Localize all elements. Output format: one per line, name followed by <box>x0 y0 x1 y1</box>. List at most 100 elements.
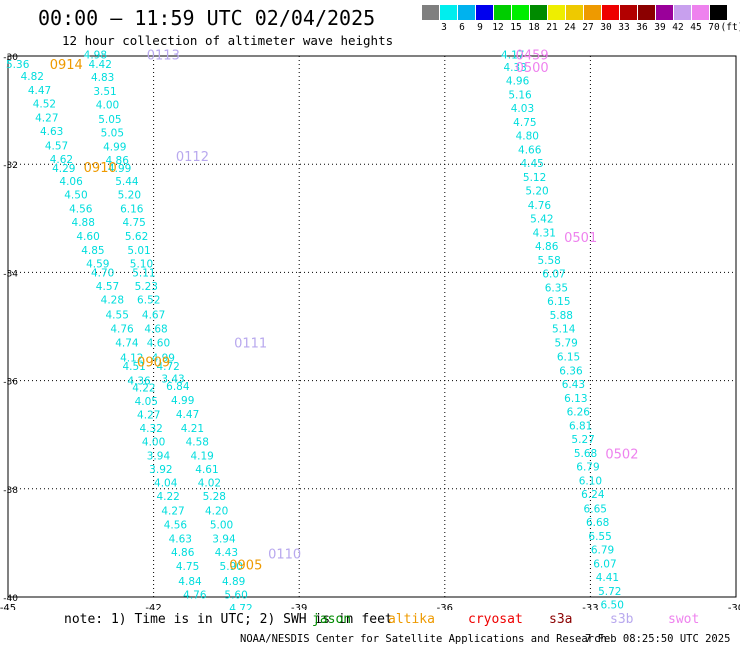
wave-height-value: 4.67 <box>142 310 165 322</box>
wave-height-value: 5.12 <box>523 172 546 184</box>
wave-height-value: 4.72 <box>229 603 252 610</box>
wave-height-value: 6.16 <box>120 204 144 216</box>
pass-time-label: 0111 <box>234 337 267 352</box>
wave-height-value: 4.27 <box>35 113 58 125</box>
colorbar-label: 18 <box>528 22 540 33</box>
wave-height-value: 4.96 <box>506 75 530 87</box>
wave-height-value: 3.43 <box>161 373 184 385</box>
wave-height-value: 5.44 <box>115 176 139 188</box>
wave-height-value: 4.51 <box>122 361 145 373</box>
wave-height-value: 6.43 <box>562 379 585 391</box>
wave-height-value: 4.86 <box>106 155 130 167</box>
wave-height-value: 5.11 <box>132 267 155 279</box>
wave-height-value: 4.55 <box>106 310 129 322</box>
wave-height-value: 4.63 <box>169 534 192 546</box>
pass-time-label: 0500 <box>516 61 549 76</box>
map-frame <box>7 55 737 598</box>
pass-time-label: 0914 <box>50 58 83 73</box>
wave-height-value: 4.75 <box>122 217 145 229</box>
wave-height-value: 4.56 <box>164 520 188 532</box>
colorbar-swatch <box>440 5 458 20</box>
pass-time-label: 0910 <box>84 161 117 176</box>
colorbar-swatch <box>584 5 602 20</box>
longitude-tick-label: -36 <box>437 603 453 610</box>
wave-height-value: 6.35 <box>545 283 568 295</box>
wave-height-value: 5.05 <box>98 114 121 126</box>
wave-height-value: 4.28 <box>101 294 124 306</box>
wave-height-value: 4.61 <box>195 464 218 476</box>
wave-height-value: 5.16 <box>508 89 532 101</box>
wave-height-value: 4.52 <box>33 99 56 111</box>
wave-height-value: 4.56 <box>69 204 93 216</box>
longitude-tick-label: -30 <box>728 603 740 610</box>
colorbar-swatch <box>530 5 548 20</box>
wave-height-value: 6.68 <box>586 517 609 529</box>
wave-height-value: 4.43 <box>215 547 238 559</box>
colorbar-swatch <box>620 5 638 20</box>
wave-height-value: 4.45 <box>520 158 543 170</box>
wave-height-value: 4.57 <box>96 281 119 293</box>
wave-height-value: 5.60 <box>224 589 247 601</box>
wave-height-value: 6.24 <box>581 489 605 501</box>
wave-height-value: 4.29 <box>52 163 75 175</box>
wave-height-value: 4.99 <box>171 395 194 407</box>
colorbar-swatch <box>656 5 674 20</box>
colorbar-swatch <box>692 5 710 20</box>
wave-height-value: 4.72 <box>156 361 179 373</box>
latitude-tick-label: -40 <box>3 594 18 604</box>
wave-height-value: 4.59 <box>86 259 109 271</box>
pass-time-label: 0110 <box>268 548 301 563</box>
colorbar-swatch <box>710 5 728 20</box>
pass-time-label: 0113 <box>147 48 180 63</box>
wave-height-value: 4.20 <box>205 505 228 517</box>
wave-height-value: 5.28 <box>203 491 226 503</box>
colorbar-label: 3 <box>441 22 447 33</box>
wave-height-value: 3.51 <box>93 86 116 98</box>
wave-height-value: 5.68 <box>574 448 597 460</box>
wave-height-value: 6.10 <box>579 476 602 488</box>
wave-height-value: 4.63 <box>40 126 63 138</box>
colorbar-label: 27 <box>582 22 594 33</box>
wave-height-value: 4.99 <box>103 141 126 153</box>
wave-height-value: 5.42 <box>530 213 553 225</box>
wave-height-value: 4.19 <box>190 450 213 462</box>
wave-height-value: 4.41 <box>596 572 619 584</box>
wave-height-value: 6.15 <box>547 296 570 308</box>
wave-height-value: 4.98 <box>84 49 107 61</box>
colorbar-label: 9 <box>477 22 483 33</box>
colorbar-swatch <box>602 5 620 20</box>
wave-height-value: 6.55 <box>588 531 611 543</box>
wave-height-value: 4.76 <box>183 589 207 601</box>
wave-height-value: 6.81 <box>569 421 592 433</box>
wave-height-value: 5.58 <box>537 255 560 267</box>
latitude-tick-label: -36 <box>3 378 18 388</box>
latitude-tick-label: -38 <box>3 486 18 496</box>
wave-height-value: 4.76 <box>528 200 552 212</box>
latitude-tick-label: -30 <box>3 53 18 63</box>
wave-height-value: 6.26 <box>567 406 591 418</box>
wave-height-value: 6.36 <box>559 365 583 377</box>
map-subtitle: 12 hour collection of altimeter wave hei… <box>62 33 394 48</box>
wave-height-value: 4.47 <box>176 409 199 421</box>
wave-height-value: 4.02 <box>198 477 221 489</box>
wave-height-value: 5.72 <box>598 586 621 598</box>
wave-height-value: 6.07 <box>542 268 565 280</box>
wave-height-value: 5.05 <box>101 127 124 139</box>
wave-height-value: 4.21 <box>181 423 204 435</box>
wave-height-colorbar <box>422 5 728 21</box>
colorbar-label: 33 <box>618 22 630 33</box>
wave-height-value: 4.80 <box>516 131 539 143</box>
satellite-legend-s3b: s3b <box>610 612 634 627</box>
wave-height-value: 3.94 <box>212 534 236 546</box>
wave-height-value: 5.01 <box>127 245 150 257</box>
colorbar-label: 70 <box>708 22 720 33</box>
wave-height-value: 4.75 <box>513 117 536 129</box>
satellite-legend-jason: jason <box>312 612 352 627</box>
colorbar-label: 36 <box>636 22 648 33</box>
wave-height-value: 4.60 <box>147 338 170 350</box>
wave-height-value: 4.85 <box>81 245 104 257</box>
wave-height-value: 4.04 <box>154 477 178 489</box>
wave-height-value: 6.13 <box>564 393 587 405</box>
wave-height-value: 4.88 <box>72 217 95 229</box>
colorbar-swatch <box>638 5 656 20</box>
